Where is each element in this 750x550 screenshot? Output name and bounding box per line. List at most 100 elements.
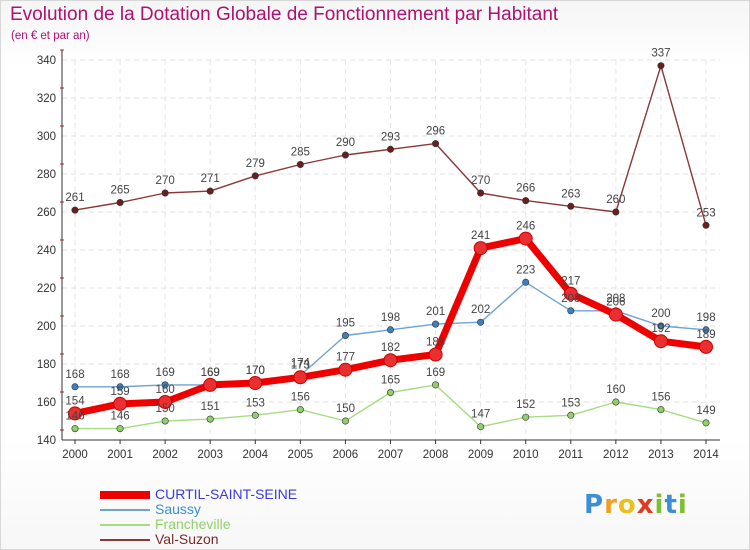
y-tick-label: 220 [37, 283, 56, 295]
proxiti-logo: Proxiti [584, 490, 688, 520]
x-tick-label: 2006 [333, 449, 359, 461]
x-tick-label: 2014 [693, 449, 719, 461]
y-tick-label: 260 [37, 207, 56, 219]
data-label: 198 [381, 312, 400, 324]
data-point [432, 140, 440, 148]
data-label: 169 [156, 367, 175, 379]
data-label: 290 [336, 137, 355, 149]
legend-swatch [100, 509, 150, 511]
data-label: 266 [516, 183, 535, 195]
data-point [473, 241, 488, 256]
data-point [386, 326, 394, 334]
y-tick-label: 340 [37, 55, 56, 67]
data-point [203, 377, 218, 392]
data-point [113, 396, 128, 411]
data-point [206, 415, 214, 423]
legend-item: CURTIL-SAINT-SEINE [100, 486, 420, 502]
data-label: 185 [426, 337, 445, 349]
data-label: 168 [110, 369, 129, 381]
data-label: 182 [381, 342, 400, 354]
data-label: 192 [651, 323, 670, 335]
data-point [158, 395, 173, 409]
data-point [296, 406, 304, 414]
data-label: 153 [246, 397, 265, 409]
x-tick-label: 2003 [197, 449, 223, 461]
data-label: 177 [336, 352, 355, 364]
data-point [608, 307, 623, 322]
data-point [428, 347, 443, 362]
data-point [567, 307, 575, 315]
y-tick-label: 240 [37, 245, 56, 257]
data-label: 146 [65, 411, 84, 423]
data-point [522, 278, 530, 286]
data-point [116, 425, 124, 433]
data-point [341, 331, 349, 339]
legend-label: Francheville [155, 516, 231, 532]
data-label: 217 [561, 276, 580, 288]
data-point [161, 189, 169, 197]
data-point [386, 388, 394, 396]
data-label: 150 [336, 403, 355, 415]
data-label: 293 [381, 131, 400, 143]
data-label: 159 [110, 386, 129, 398]
logo-letter: i [654, 490, 665, 520]
data-label: 170 [246, 365, 265, 377]
x-tick-label: 2004 [242, 449, 268, 461]
data-point [477, 423, 485, 431]
data-label: 265 [110, 185, 129, 197]
data-label: 169 [426, 367, 445, 379]
data-point [522, 197, 530, 205]
data-label: 146 [110, 411, 129, 423]
data-point [702, 221, 710, 229]
data-label: 208 [561, 293, 580, 305]
data-point [68, 406, 82, 421]
x-tick-label: 2007 [378, 449, 404, 461]
data-label: 279 [246, 158, 265, 170]
data-label: 154 [65, 395, 85, 407]
data-label: 208 [606, 293, 625, 305]
data-point [341, 417, 349, 425]
x-tick-label: 2012 [603, 449, 629, 461]
x-tick-label: 2011 [558, 449, 583, 461]
data-label: 263 [561, 188, 580, 200]
data-label: 173 [291, 359, 310, 371]
y-tick-label: 160 [37, 397, 56, 409]
data-label: 174 [291, 357, 311, 369]
data-point [338, 362, 353, 377]
data-label: 253 [696, 207, 715, 219]
x-tick-label: 2013 [648, 449, 674, 461]
data-point [477, 189, 485, 197]
legend-swatch [100, 524, 150, 526]
data-point [612, 208, 620, 216]
data-point [71, 425, 79, 433]
data-point [296, 161, 304, 169]
data-point [702, 326, 710, 334]
data-label: 246 [516, 221, 535, 233]
x-tick-label: 2005 [288, 449, 314, 461]
data-label: 165 [381, 375, 400, 387]
data-label: 195 [336, 318, 355, 330]
data-point [567, 411, 575, 419]
data-label: 189 [696, 329, 715, 341]
legend-item: Saussy [100, 501, 420, 517]
data-point [248, 376, 263, 390]
data-point [71, 383, 79, 391]
data-label: 149 [696, 405, 715, 417]
legend-item: Val-Suzon [100, 531, 420, 547]
data-label: 160 [606, 384, 625, 396]
logo-letter: x [636, 490, 655, 520]
x-tick-label: 2000 [62, 449, 88, 461]
legend-swatch [100, 491, 150, 499]
data-label: 260 [606, 194, 625, 206]
data-point [251, 172, 259, 180]
data-label: 202 [471, 304, 490, 316]
data-point [567, 202, 575, 210]
legend-item: Francheville [100, 516, 420, 532]
data-label: 153 [561, 397, 580, 409]
data-point [383, 353, 398, 368]
y-tick-label: 200 [37, 321, 56, 333]
data-label: 170 [246, 365, 265, 377]
data-point [432, 320, 440, 328]
x-tick-label: 2009 [468, 449, 494, 461]
data-label: 151 [201, 401, 220, 413]
